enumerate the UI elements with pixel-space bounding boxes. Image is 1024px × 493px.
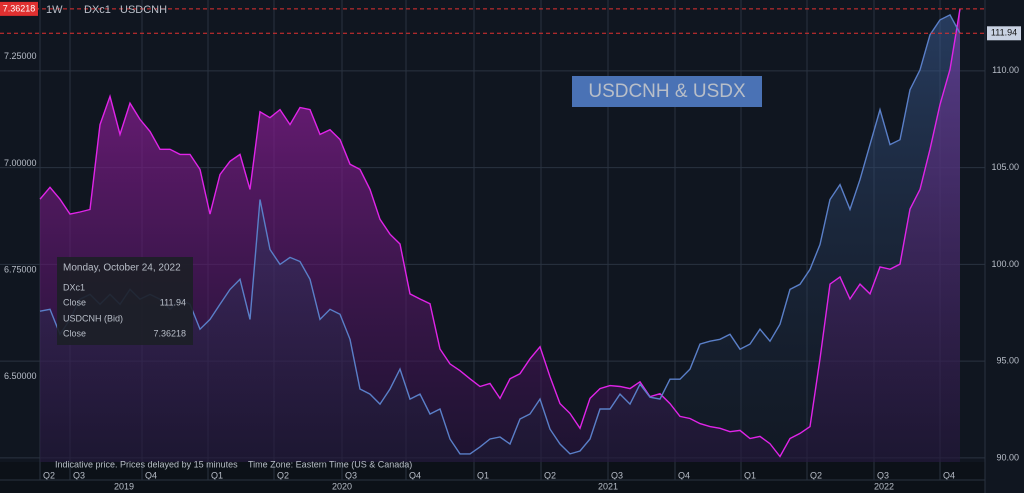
x-tick-label: Q2	[544, 470, 556, 480]
timezone: Time Zone: Eastern Time (US & Canada)	[248, 459, 412, 469]
tooltip: Monday, October 24, 2022 DXc1 Close 111.…	[57, 257, 193, 345]
x-tick-label: Q3	[73, 470, 85, 480]
interval: 1W	[46, 4, 63, 16]
y-tick-label: 6.50000	[4, 371, 37, 381]
year-label: 2019	[114, 481, 134, 491]
x-tick-label: Q4	[943, 470, 955, 480]
x-axis-band	[0, 462, 985, 493]
x-tick-label: Q4	[678, 470, 690, 480]
tooltip-value: 111.94	[160, 297, 186, 307]
x-tick-label: Q2	[43, 470, 55, 480]
y2-tick-label: 105.00	[991, 162, 1019, 172]
y-tick-label: 7.00000	[4, 158, 37, 168]
plot-area	[0, 0, 985, 480]
annotation: USDCNH & USDX	[572, 76, 762, 107]
y2-tick-label: 95.00	[996, 356, 1019, 366]
x-tick-label: Q1	[477, 470, 489, 480]
legend-entry[interactable]: DXc1	[84, 4, 111, 16]
tooltip-field: Close	[63, 297, 86, 307]
x-tick-label: Q4	[409, 470, 421, 480]
year-label: 2020	[332, 481, 352, 491]
x-tick-label: Q4	[145, 470, 157, 480]
x-tick-label: Q3	[877, 470, 889, 480]
last-value-tag	[0, 1, 38, 16]
y2-tick-label: 110.00	[992, 65, 1019, 75]
y2-tick-label: 90.00	[996, 452, 1019, 462]
x-tick-label: Q3	[611, 470, 623, 480]
year-label: 2021	[598, 481, 618, 491]
y-tick-label: 6.75000	[4, 264, 37, 274]
area	[40, 14, 960, 463]
tooltip-series: DXc1	[63, 282, 85, 292]
y2-tick-label: 100.00	[991, 259, 1019, 269]
tooltip-value: 7.36218	[153, 328, 186, 338]
last-value-label: 111.94	[991, 28, 1017, 38]
tooltip-date: Monday, October 24, 2022	[63, 263, 181, 274]
annotation-text: USDCNH & USDX	[588, 81, 746, 102]
annotation-box	[572, 76, 762, 107]
year-label: 2022	[874, 481, 894, 491]
tooltip-box	[57, 257, 193, 345]
x-tick-label: Q3	[345, 470, 357, 480]
x-tick-label: Q1	[744, 470, 756, 480]
note: Indicative price. Prices delayed by 15 m…	[55, 459, 238, 469]
tooltip-series: USDCNH (Bid)	[63, 313, 123, 323]
line	[39, 13, 961, 455]
y-tick-label: 7.25000	[4, 51, 37, 61]
tooltip-field: Close	[63, 328, 86, 338]
x-tick-label: Q2	[277, 470, 289, 480]
x-tick-label: Q2	[810, 470, 822, 480]
last-value-tag	[987, 26, 1021, 41]
last-value-label: 7.36218	[3, 3, 36, 13]
legend-entry[interactable]: USDCNH	[120, 4, 167, 16]
x-tick-label: Q1	[211, 470, 223, 480]
line	[39, 8, 961, 458]
